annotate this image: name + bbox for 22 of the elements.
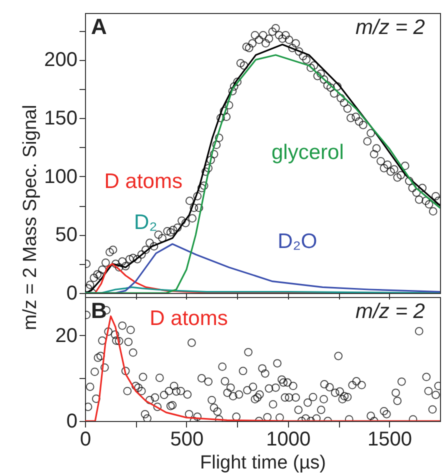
x-tick-label: 500	[170, 428, 204, 450]
y-tick-label: 0	[66, 410, 78, 432]
series-label: D₂O	[278, 230, 318, 253]
y-tick-label: 20	[55, 324, 78, 347]
y-axis-title: m/z = 2 Mass Spec. Signal	[20, 104, 42, 330]
x-tick-label: 1000	[266, 428, 311, 450]
series-label: D atoms	[150, 307, 228, 330]
annotation: m/z = 2	[356, 300, 426, 323]
annotation: A	[91, 14, 107, 39]
annotation: B	[91, 298, 107, 323]
x-tick-label: 0	[80, 428, 92, 450]
y-tick-label: 0	[66, 282, 78, 304]
annotation: m/z = 2	[356, 16, 426, 39]
y-tick-label: 100	[44, 166, 78, 188]
x-tick-label: 1500	[368, 428, 412, 450]
y-tick-label: 200	[44, 49, 78, 72]
x-axis-title: Flight time (µs)	[200, 452, 326, 474]
text: D atoms	[104, 170, 182, 193]
series-label: glycerol	[272, 141, 344, 164]
y-tick-label: 50	[55, 224, 78, 246]
y-tick-label: 150	[44, 108, 78, 130]
text: D₂	[134, 211, 158, 234]
